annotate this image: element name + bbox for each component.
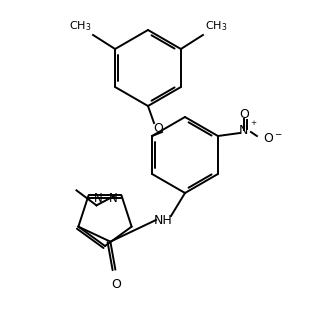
Text: O: O [239, 108, 249, 120]
Text: O: O [153, 121, 163, 134]
Text: O$^-$: O$^-$ [263, 133, 283, 145]
Text: N: N [239, 124, 249, 137]
Text: $^+$: $^+$ [249, 120, 258, 130]
Text: NH: NH [154, 215, 172, 227]
Text: N: N [109, 192, 118, 205]
Text: O: O [112, 278, 121, 291]
Text: CH$_3$: CH$_3$ [69, 19, 91, 33]
Text: N: N [94, 192, 102, 205]
Text: CH$_3$: CH$_3$ [205, 19, 228, 33]
